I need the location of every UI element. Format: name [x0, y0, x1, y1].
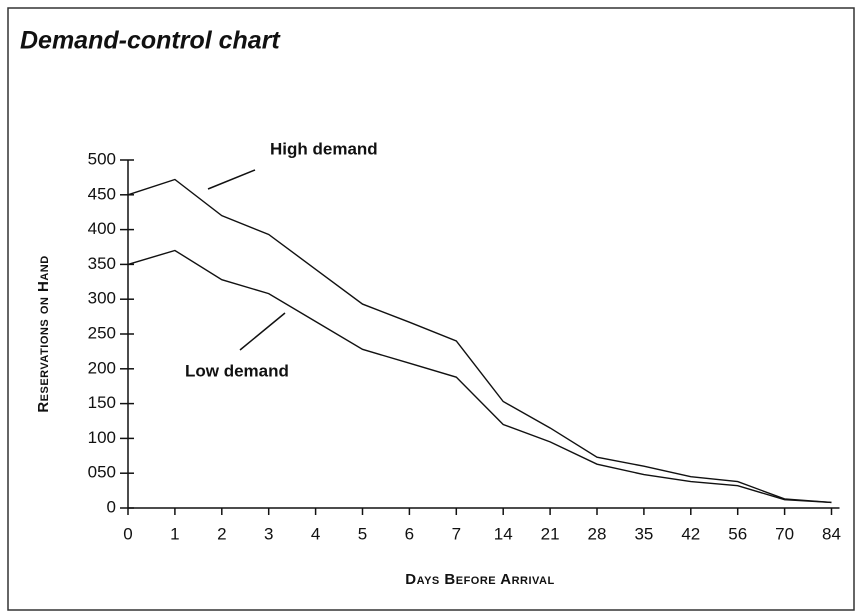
x-tick-label: 4	[311, 524, 320, 543]
chart-title: Demand-control chart	[20, 27, 281, 55]
series-line	[127, 178, 832, 504]
x-tick-label: 3	[264, 524, 273, 543]
x-tick-label: 56	[728, 524, 747, 543]
y-axis-title: Reservations on Hand	[35, 255, 52, 412]
x-tick-label: 2	[217, 524, 226, 543]
y-tick-label: 500	[88, 149, 116, 168]
y-tick-label: 0	[107, 497, 116, 516]
x-tick-label: 5	[358, 524, 367, 543]
x-tick-label: 14	[494, 524, 513, 543]
y-tick-label: 200	[88, 358, 116, 377]
y-tick-label: 100	[88, 428, 116, 447]
frame	[7, 7, 855, 611]
x-tick-label: 1	[170, 524, 179, 543]
y-tick-label: 300	[88, 289, 116, 308]
series-line	[127, 249, 832, 504]
y-tick-label: 450	[88, 184, 116, 203]
y-tick-label: 350	[88, 254, 116, 273]
x-tick-label: 70	[775, 524, 794, 543]
annotation-leader	[207, 169, 256, 190]
y-tick-label: 050	[88, 463, 116, 482]
y-tick-label: 150	[88, 393, 116, 412]
x-tick-label: 0	[123, 524, 132, 543]
x-tick-label: 35	[634, 524, 653, 543]
x-tick-label: 6	[405, 524, 414, 543]
series-label: High demand	[270, 139, 378, 158]
x-axis-title: Days Before Arrival	[405, 571, 554, 588]
y-tick-label: 250	[88, 323, 116, 342]
x-tick-label: 21	[541, 524, 560, 543]
x-tick-label: 28	[588, 524, 607, 543]
x-tick-label: 7	[452, 524, 461, 543]
x-tick-label: 84	[822, 524, 841, 543]
series-label: Low demand	[185, 361, 289, 380]
y-tick-label: 400	[88, 219, 116, 238]
annotation-leader	[239, 312, 286, 351]
x-tick-label: 42	[681, 524, 700, 543]
